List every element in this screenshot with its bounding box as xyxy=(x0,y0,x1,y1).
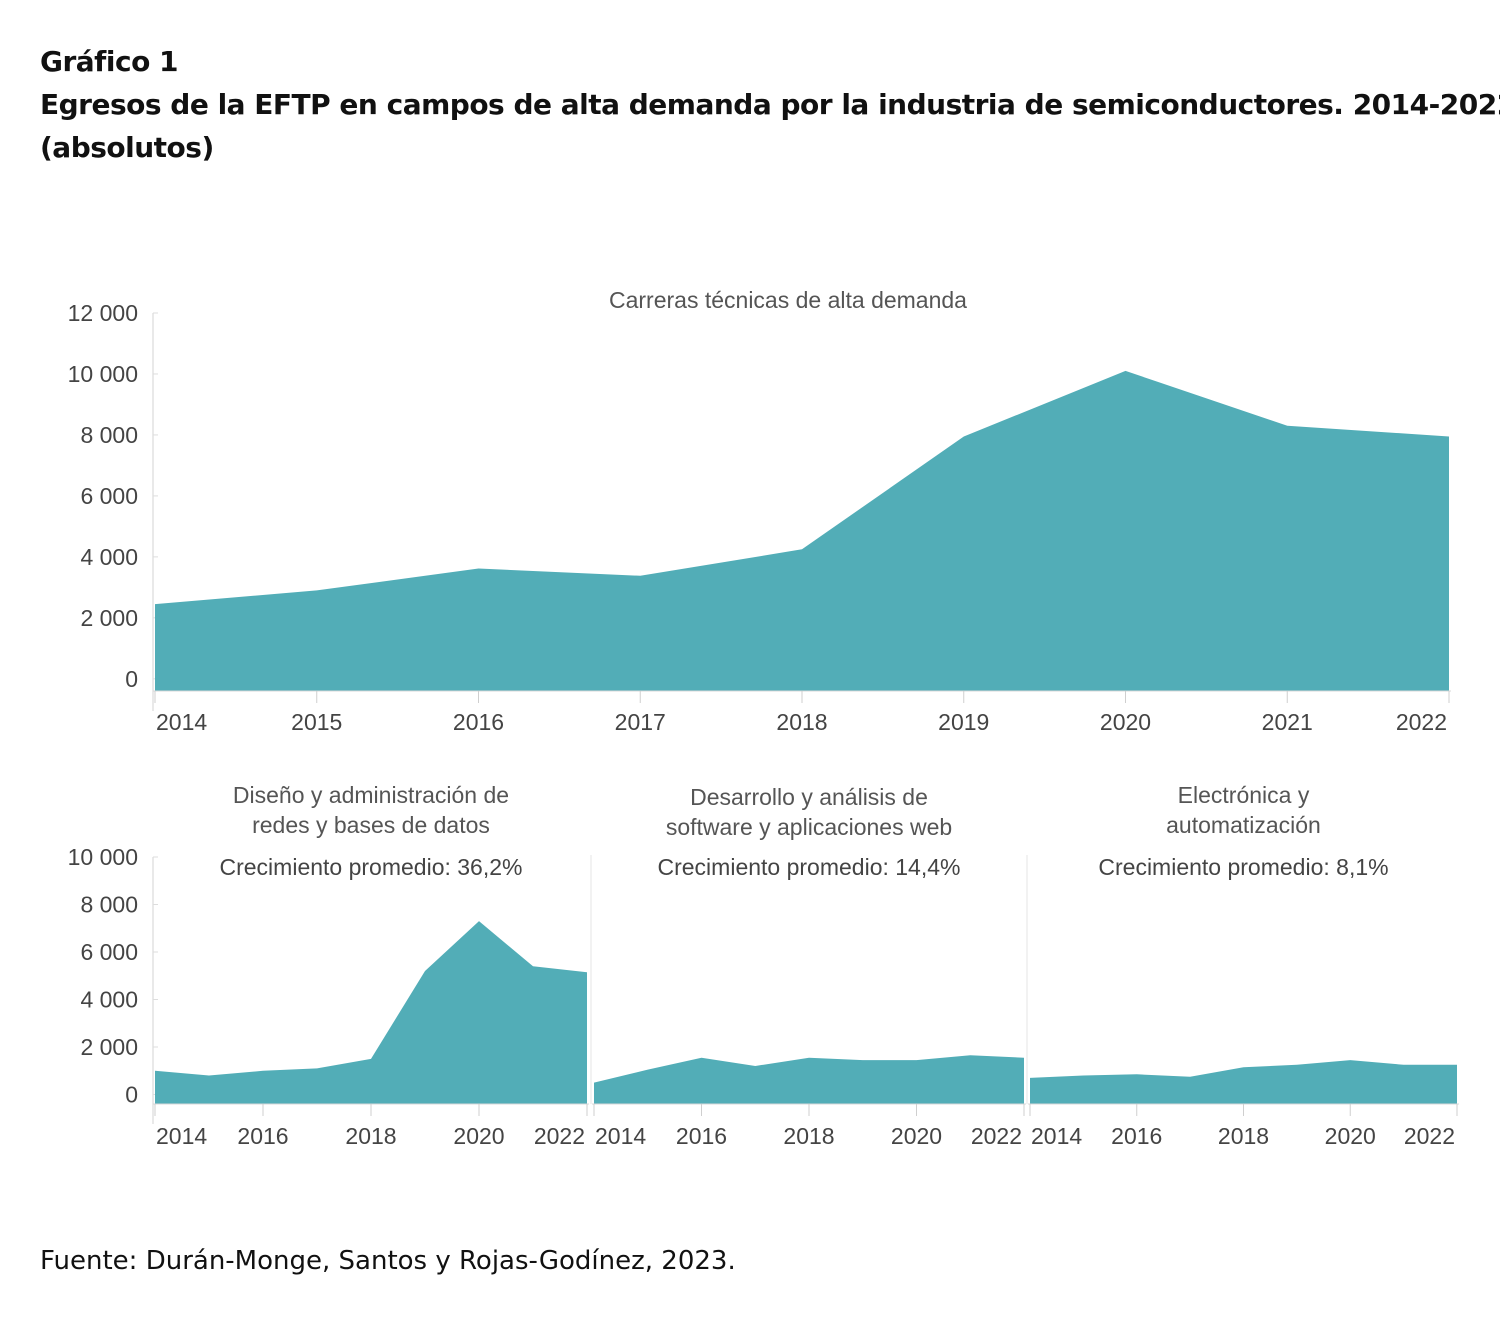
x-tick-label: 2022 xyxy=(1396,709,1447,735)
figure-units: (absolutos) xyxy=(40,131,214,164)
growth-value: 8,1% xyxy=(1336,854,1388,880)
x-tick-label: 2018 xyxy=(345,1123,396,1149)
x-tick-label: 2022 xyxy=(971,1123,1022,1149)
y-tick-label: 2 000 xyxy=(80,605,138,631)
x-tick-label: 2020 xyxy=(1100,709,1151,735)
growth-annotation: Crecimiento promedio: 14,4% xyxy=(658,854,961,880)
area-series xyxy=(1030,1060,1457,1104)
y-tick-label: 8 000 xyxy=(80,892,138,918)
panel-title: Electrónica y xyxy=(1178,782,1310,808)
y-tick-label: 10 000 xyxy=(68,361,138,387)
panel-title: redes y bases de datos xyxy=(252,812,490,838)
x-tick-label: 2014 xyxy=(156,1123,207,1149)
panel-title: Desarrollo y análisis de xyxy=(690,784,928,810)
x-tick-label: 2021 xyxy=(1262,709,1313,735)
x-tick-label: 2014 xyxy=(595,1123,646,1149)
x-tick-label: 2020 xyxy=(891,1123,942,1149)
y-tick-label: 6 000 xyxy=(80,939,138,965)
x-tick-label: 2016 xyxy=(237,1123,288,1149)
x-tick-label: 2014 xyxy=(1031,1123,1082,1149)
x-tick-label: 2016 xyxy=(1111,1123,1162,1149)
source-note: Fuente: Durán-Monge, Santos y Rojas-Godí… xyxy=(40,1246,736,1276)
growth-label: Crecimiento promedio: xyxy=(658,854,896,880)
x-tick-label: 2015 xyxy=(291,709,342,735)
figure-title: Gráfico 1 Egresos de la EFTP en campos d… xyxy=(40,40,1500,169)
x-tick-label: 2018 xyxy=(776,709,827,735)
area-series xyxy=(155,370,1449,691)
x-tick-label: 2018 xyxy=(1218,1123,1269,1149)
growth-value: 14,4% xyxy=(895,854,960,880)
x-tick-label: 2020 xyxy=(1325,1123,1376,1149)
figure-main-title: Egresos de la EFTP en campos de alta dem… xyxy=(40,88,1500,121)
y-tick-label: 0 xyxy=(125,666,138,692)
growth-annotation: Crecimiento promedio: 36,2% xyxy=(220,854,523,880)
growth-label: Crecimiento promedio: xyxy=(1098,854,1336,880)
x-tick-label: 2016 xyxy=(453,709,504,735)
x-tick-label: 2018 xyxy=(783,1123,834,1149)
y-tick-label: 10 000 xyxy=(68,844,138,870)
y-tick-label: 12 000 xyxy=(68,300,138,326)
panel-title: Carreras técnicas de alta demanda xyxy=(609,287,967,313)
y-tick-label: 4 000 xyxy=(80,544,138,570)
y-tick-label: 2 000 xyxy=(80,1034,138,1060)
panel-title: Diseño y administración de xyxy=(233,782,509,808)
growth-value: 36,2% xyxy=(457,854,522,880)
panel-title: software y aplicaciones web xyxy=(666,814,952,840)
x-tick-label: 2017 xyxy=(615,709,666,735)
x-tick-label: 2016 xyxy=(676,1123,727,1149)
x-tick-label: 2014 xyxy=(156,709,207,735)
y-tick-label: 8 000 xyxy=(80,422,138,448)
x-tick-label: 2019 xyxy=(938,709,989,735)
figure-number: Gráfico 1 xyxy=(40,45,179,78)
y-tick-label: 4 000 xyxy=(80,987,138,1013)
panel-title: automatización xyxy=(1166,812,1321,838)
x-tick-label: 2020 xyxy=(453,1123,504,1149)
area-series xyxy=(594,1055,1024,1104)
growth-annotation: Crecimiento promedio: 8,1% xyxy=(1098,854,1388,880)
y-tick-label: 0 xyxy=(125,1082,138,1108)
y-tick-label: 6 000 xyxy=(80,483,138,509)
x-tick-label: 2022 xyxy=(534,1123,585,1149)
growth-label: Crecimiento promedio: xyxy=(220,854,458,880)
area-series xyxy=(155,921,587,1104)
x-tick-label: 2022 xyxy=(1404,1123,1455,1149)
